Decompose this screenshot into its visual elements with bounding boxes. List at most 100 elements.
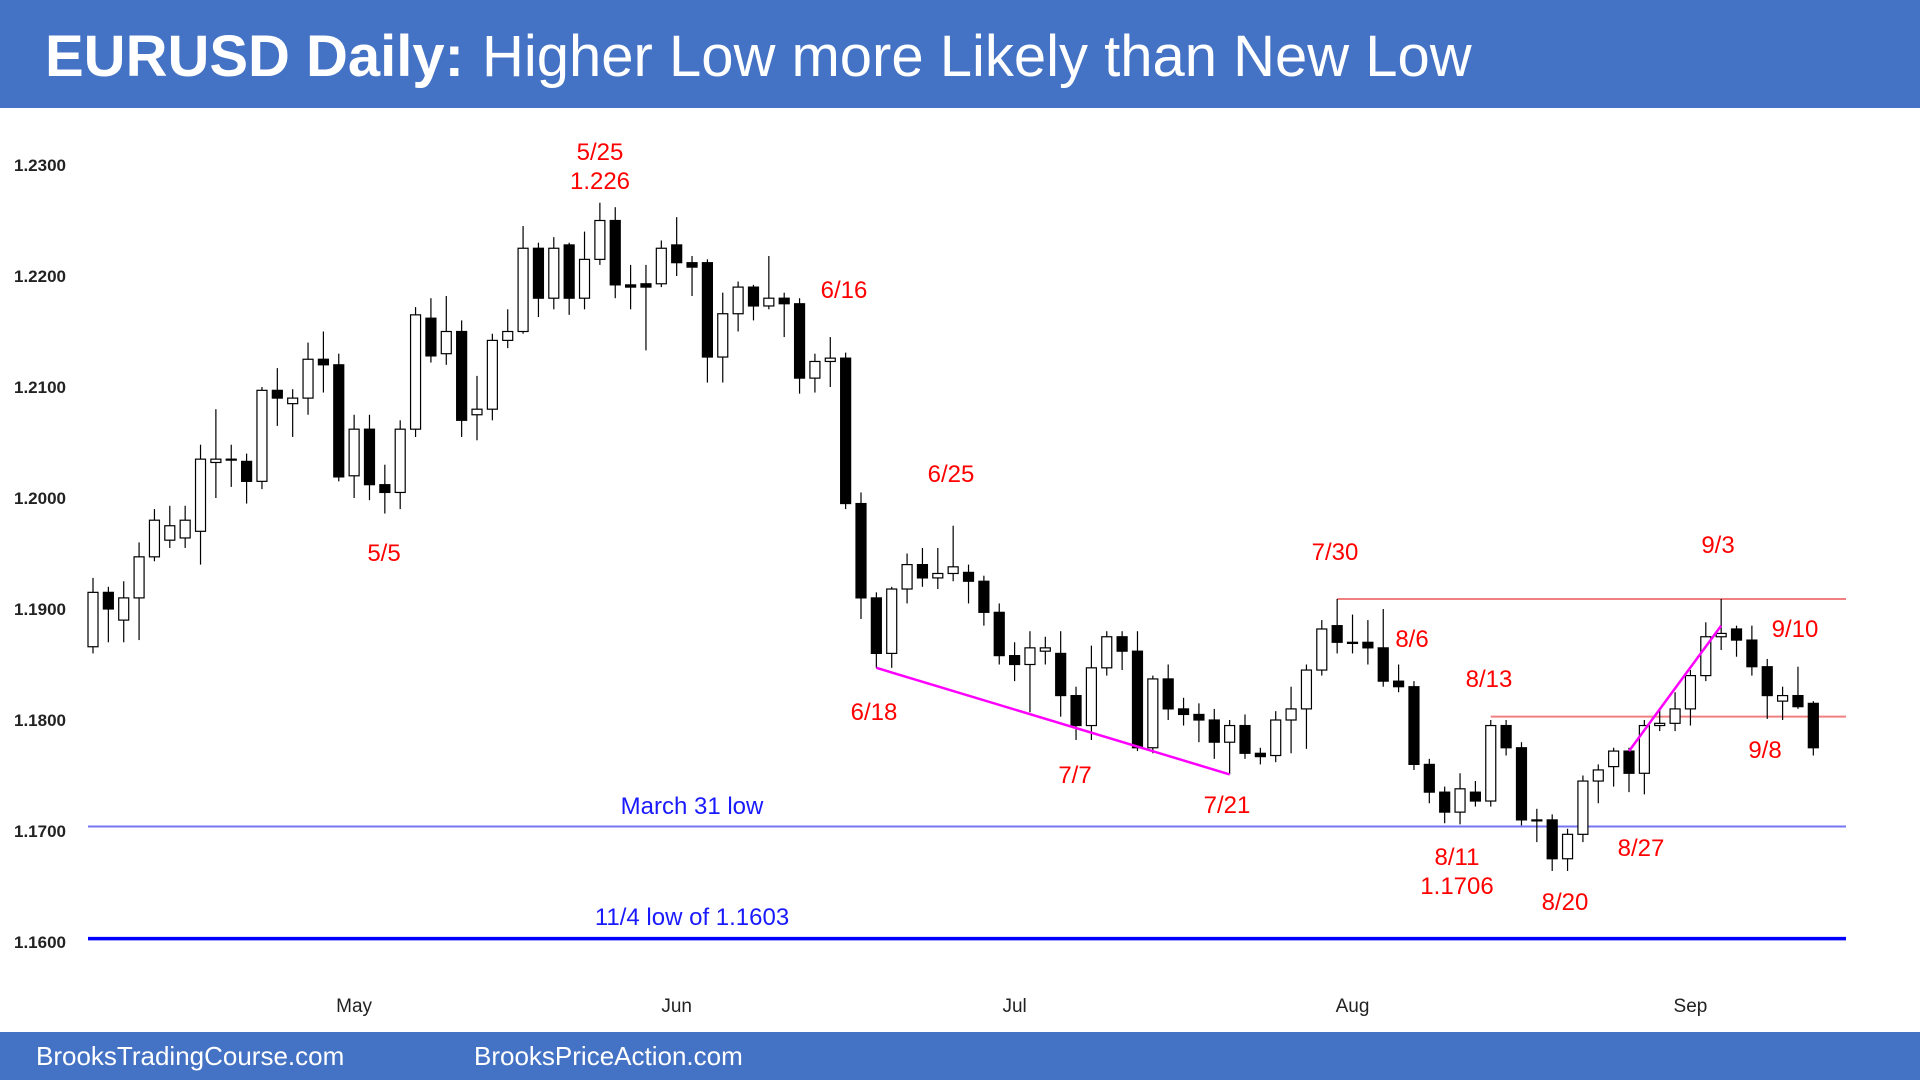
footer-text: BrooksTradingCourse.com [36, 1041, 344, 1071]
candle-body [609, 219, 621, 286]
candle-body [502, 330, 514, 341]
candle-body [1008, 655, 1021, 666]
annotation: 8/11 [1435, 844, 1480, 871]
candle-body [1085, 667, 1098, 727]
candle-body [1423, 763, 1435, 793]
y-tick-label: 1.1700 [14, 822, 66, 841]
candle-body [1116, 636, 1128, 652]
candle-body [1485, 724, 1497, 802]
candle-body [148, 519, 161, 558]
candle-body [87, 591, 99, 648]
candle-body [717, 313, 729, 358]
candle-body [1270, 719, 1282, 757]
candle-body [1131, 650, 1144, 749]
y-tick-label: 1.2100 [14, 378, 66, 397]
candle-body [1208, 719, 1220, 743]
candle-body [1055, 652, 1067, 697]
candle-body [1684, 674, 1697, 710]
candle-body [1669, 708, 1681, 724]
y-tick-label: 1.1600 [14, 933, 66, 952]
candle-body [102, 591, 114, 610]
candle-body [363, 428, 376, 486]
candle-body [1408, 686, 1420, 766]
candle-body [671, 244, 683, 264]
candle-body [1561, 833, 1574, 860]
candle-body [1746, 639, 1758, 668]
candle-body [993, 611, 1005, 657]
annotation: 5/25 [577, 139, 624, 166]
footer-bar [0, 1032, 1920, 1080]
y-tick-label: 1.1900 [14, 600, 66, 619]
candle-body [686, 262, 698, 268]
candle-body [1285, 708, 1297, 721]
candle-body [394, 428, 406, 494]
candle-body [1654, 722, 1666, 727]
annotation: 6/18 [851, 699, 898, 726]
candle-body [1101, 636, 1113, 669]
candle-body [932, 572, 944, 579]
candle-body [640, 283, 652, 288]
candle-body [179, 519, 191, 539]
candle-body [1224, 724, 1236, 743]
annotation: 8/13 [1466, 666, 1513, 693]
y-tick-label: 1.2300 [14, 156, 66, 175]
candle-body [425, 317, 437, 357]
candle-body [1439, 791, 1451, 813]
candle-body [440, 330, 452, 355]
candle-body [1792, 694, 1804, 708]
candle-body [916, 563, 929, 579]
candle-body [409, 314, 422, 430]
candle-body [978, 580, 990, 613]
candle-body [824, 357, 836, 363]
candle-body [763, 297, 775, 307]
annotation: 6/16 [821, 277, 868, 304]
candle-body [947, 566, 959, 575]
candle-body [870, 597, 882, 655]
annotation: 1.226 [570, 168, 630, 195]
candle-body [840, 357, 852, 505]
candle-body [548, 247, 560, 299]
candle-body [886, 588, 898, 655]
annotation: 8/6 [1395, 626, 1428, 653]
annotation: 9/8 [1748, 737, 1781, 764]
candle-body [1193, 713, 1205, 721]
candle-body [1715, 632, 1727, 638]
candle-body [563, 244, 575, 299]
footer-text: BrooksPriceAction.com [474, 1041, 743, 1071]
candle-body [1039, 647, 1051, 652]
candle-body [1147, 678, 1159, 749]
candle-body [747, 286, 760, 307]
title-bold: EURUSD Daily: [45, 24, 464, 89]
candle-body [1024, 647, 1036, 666]
header-bar [0, 0, 1920, 108]
x-tick-label: May [336, 996, 372, 1017]
trend-line [875, 666, 1231, 776]
candle-body [456, 330, 468, 421]
candle-body [1162, 678, 1174, 710]
candle-body [624, 284, 637, 288]
candle-body [1608, 750, 1620, 768]
candle-body [655, 247, 667, 285]
reference-label: March 31 low [621, 793, 764, 820]
candle-body [256, 389, 268, 482]
candle-body [532, 247, 545, 299]
candle-body [1700, 636, 1712, 677]
y-tick-label: 1.1800 [14, 711, 66, 730]
candle-body [1177, 708, 1190, 716]
candle-body [1515, 747, 1528, 821]
candle-body [701, 262, 714, 358]
y-tick-label: 1.2200 [14, 267, 66, 286]
candle-body [1331, 625, 1343, 643]
annotation: 6/25 [928, 461, 975, 488]
candle-body [287, 397, 299, 405]
candle-body [1776, 694, 1789, 702]
candle-body [778, 297, 790, 305]
candle-body [1592, 769, 1604, 782]
candle-body [164, 525, 176, 541]
candle-body [962, 571, 975, 582]
trend-line [1627, 624, 1723, 752]
candle-body [379, 484, 391, 494]
candle-body [333, 364, 345, 478]
candle-body [194, 458, 207, 532]
candle-body [1807, 702, 1819, 749]
